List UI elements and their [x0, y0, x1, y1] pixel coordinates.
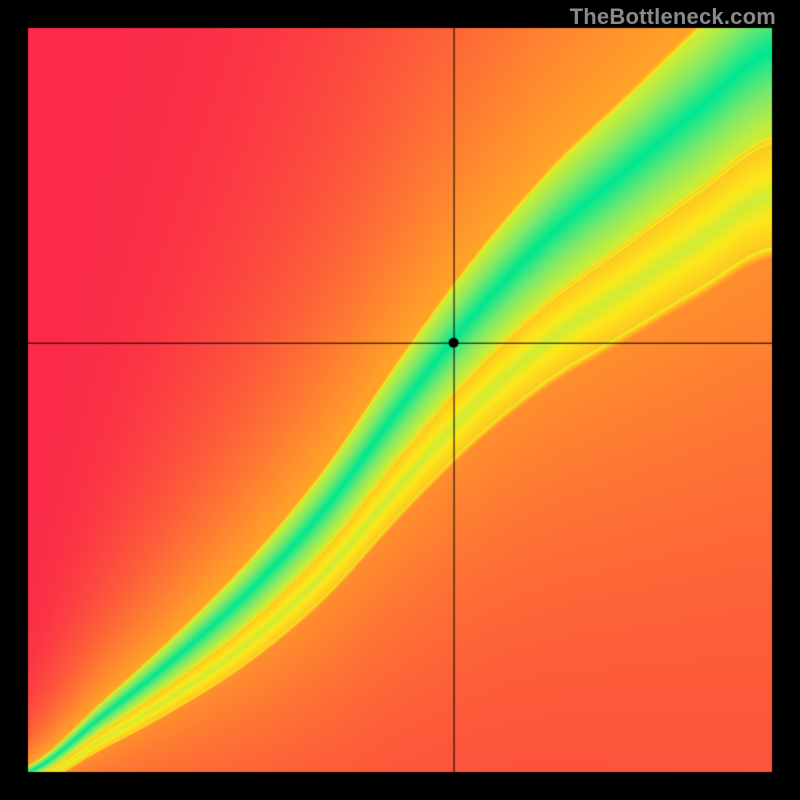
watermark-text: TheBottleneck.com [570, 4, 776, 30]
chart-container: { "watermark": "TheBottleneck.com", "can… [0, 0, 800, 800]
bottleneck-heatmap [0, 0, 800, 800]
